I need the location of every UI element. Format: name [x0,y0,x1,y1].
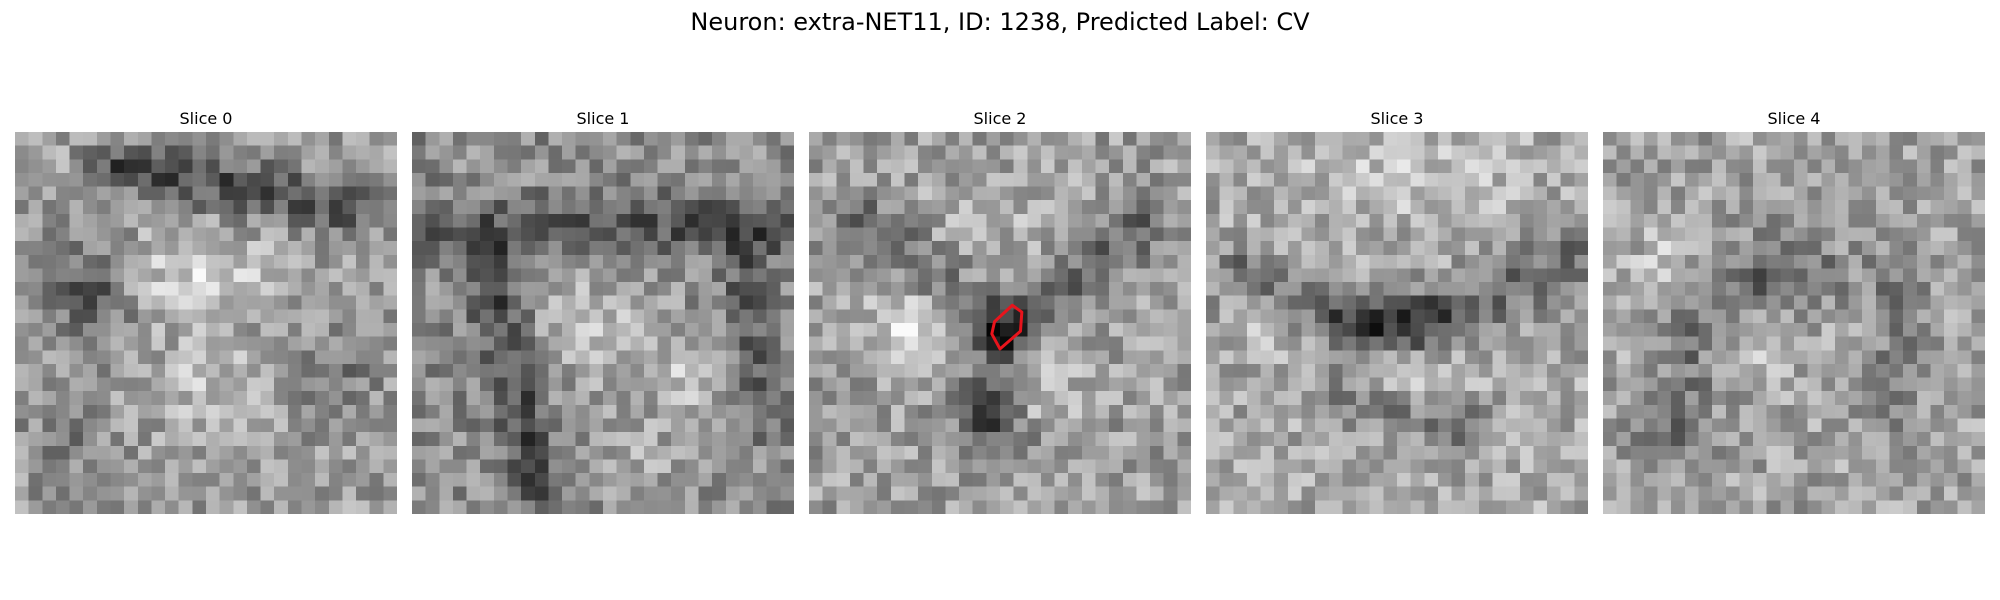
pixel-grid [15,132,397,514]
slice-panel-3: Slice 3 [1206,108,1588,514]
slice-title: Slice 0 [179,109,233,128]
slice-pixels [412,132,794,514]
slice-title: Slice 1 [576,109,630,128]
slice-panel-0: Slice 0 [15,108,397,514]
slice-pixels [1206,132,1588,514]
figure-title: Neuron: extra-NET11, ID: 1238, Predicted… [690,8,1310,36]
slice-image-2 [809,132,1191,514]
slice-image-1 [412,132,794,514]
slice-title: Slice 2 [973,109,1027,128]
pixel-grid [1206,132,1588,514]
slice-image-3 [1206,132,1588,514]
slice-image-4 [1603,132,1985,514]
slice-image-0 [15,132,397,514]
pixel-grid [1603,132,1985,514]
slice-title: Slice 3 [1370,109,1424,128]
slice-panel-2: Slice 2 [809,108,1191,514]
slice-title: Slice 4 [1767,109,1821,128]
slice-panel-4: Slice 4 [1603,108,1985,514]
roi-outline [990,303,1024,351]
slice-pixels [809,132,1191,514]
slice-pixels [1603,132,1985,514]
pixel-grid [412,132,794,514]
slice-pixels [15,132,397,514]
slice-panel-1: Slice 1 [412,108,794,514]
pixel-grid [809,132,1191,514]
